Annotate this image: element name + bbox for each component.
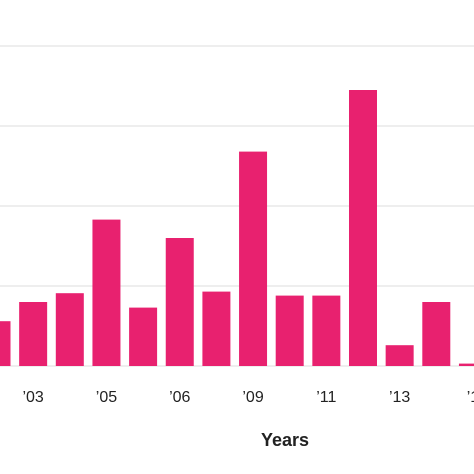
bar bbox=[312, 295, 341, 366]
bar bbox=[165, 238, 194, 366]
x-tick-label: ’11 bbox=[316, 389, 336, 406]
bar bbox=[385, 345, 414, 366]
bar bbox=[275, 295, 304, 366]
x-tick-label: ’09 bbox=[242, 389, 263, 406]
x-tick-label: ’03 bbox=[22, 389, 43, 406]
bar bbox=[92, 219, 121, 366]
x-tick-label: ’06 bbox=[169, 389, 190, 406]
x-axis-label: Years bbox=[261, 430, 309, 450]
bar bbox=[422, 302, 451, 366]
x-tick-label: ’05 bbox=[96, 389, 117, 406]
bar bbox=[55, 293, 84, 366]
bar bbox=[0, 321, 11, 366]
bar bbox=[129, 307, 158, 366]
bar bbox=[19, 302, 48, 366]
bar bbox=[458, 363, 474, 366]
bar bbox=[202, 291, 231, 366]
x-tick-label: ’1 bbox=[467, 389, 474, 406]
bar bbox=[239, 151, 268, 366]
x-tick-label: ’13 bbox=[389, 389, 410, 406]
bar bbox=[349, 90, 377, 366]
